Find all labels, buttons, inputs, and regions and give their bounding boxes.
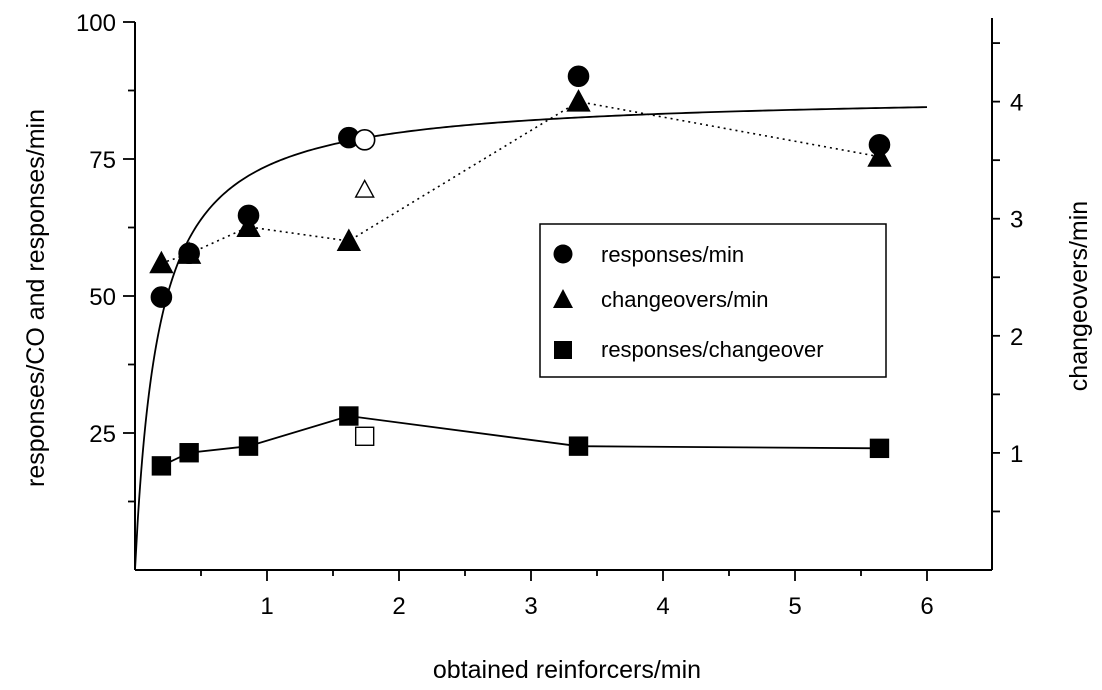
x-axis-title: obtained reinforcers/min <box>433 656 701 684</box>
changeovers-min-point <box>149 250 174 274</box>
y-right-axis-title: changeovers/min <box>1065 201 1093 391</box>
y-right-tick-label: 4 <box>1010 90 1023 117</box>
x-tick-label: 3 <box>524 593 537 620</box>
responses-min-open-point <box>353 129 376 151</box>
legend-label-responses-changeover: responses/changeover <box>601 337 824 362</box>
changeovers-min-point <box>176 241 202 264</box>
y-left-axis-title: responses/CO and responses/min <box>22 109 50 487</box>
responses-changeover-point <box>151 456 172 476</box>
y-right-tick-label: 2 <box>1010 324 1023 351</box>
y-left-tick-label: 100 <box>76 10 116 37</box>
responses-min-point <box>150 286 173 308</box>
changeovers-min-open-point <box>354 178 375 198</box>
legend: responses/min changeovers/min responses/… <box>539 223 887 378</box>
responses-changeover-point <box>568 436 589 456</box>
series-markers <box>149 65 892 476</box>
responses-changeover-point <box>179 443 199 463</box>
y-left-tick-label: 25 <box>89 421 116 448</box>
axes: 1 2 3 4 5 6 25 50 75 100 1 2 3 4 <box>76 10 1023 620</box>
x-tick-label: 5 <box>788 593 801 620</box>
responses-changeover-line <box>161 415 880 467</box>
x-tick-label: 6 <box>920 593 933 620</box>
responses-changeover-open-point <box>354 426 375 446</box>
y-left-tick-label: 75 <box>89 147 116 174</box>
y-right-tick-label: 1 <box>1010 441 1023 468</box>
y-right-tick-label: 3 <box>1010 207 1023 234</box>
legend-triangle-icon <box>553 289 573 308</box>
legend-label-changeovers-min: changeovers/min <box>601 287 769 312</box>
responses-changeover-point <box>238 436 259 456</box>
responses-changeover-point <box>869 438 890 459</box>
legend-circle-icon <box>553 244 573 264</box>
x-tick-label: 2 <box>392 593 405 620</box>
legend-box <box>539 223 887 378</box>
changeovers-min-point <box>867 144 892 167</box>
changeovers-min-point <box>236 214 261 237</box>
x-tick-label: 1 <box>260 593 273 620</box>
changeovers-min-point <box>336 228 362 252</box>
responses-changeover-point <box>339 406 359 426</box>
legend-label-responses-min: responses/min <box>601 242 744 267</box>
responses-min-point <box>567 65 590 88</box>
changeovers-min-point <box>566 89 591 112</box>
legend-square-icon <box>554 341 572 359</box>
y-left-tick-label: 50 <box>89 284 116 311</box>
x-tick-label: 4 <box>656 593 669 620</box>
